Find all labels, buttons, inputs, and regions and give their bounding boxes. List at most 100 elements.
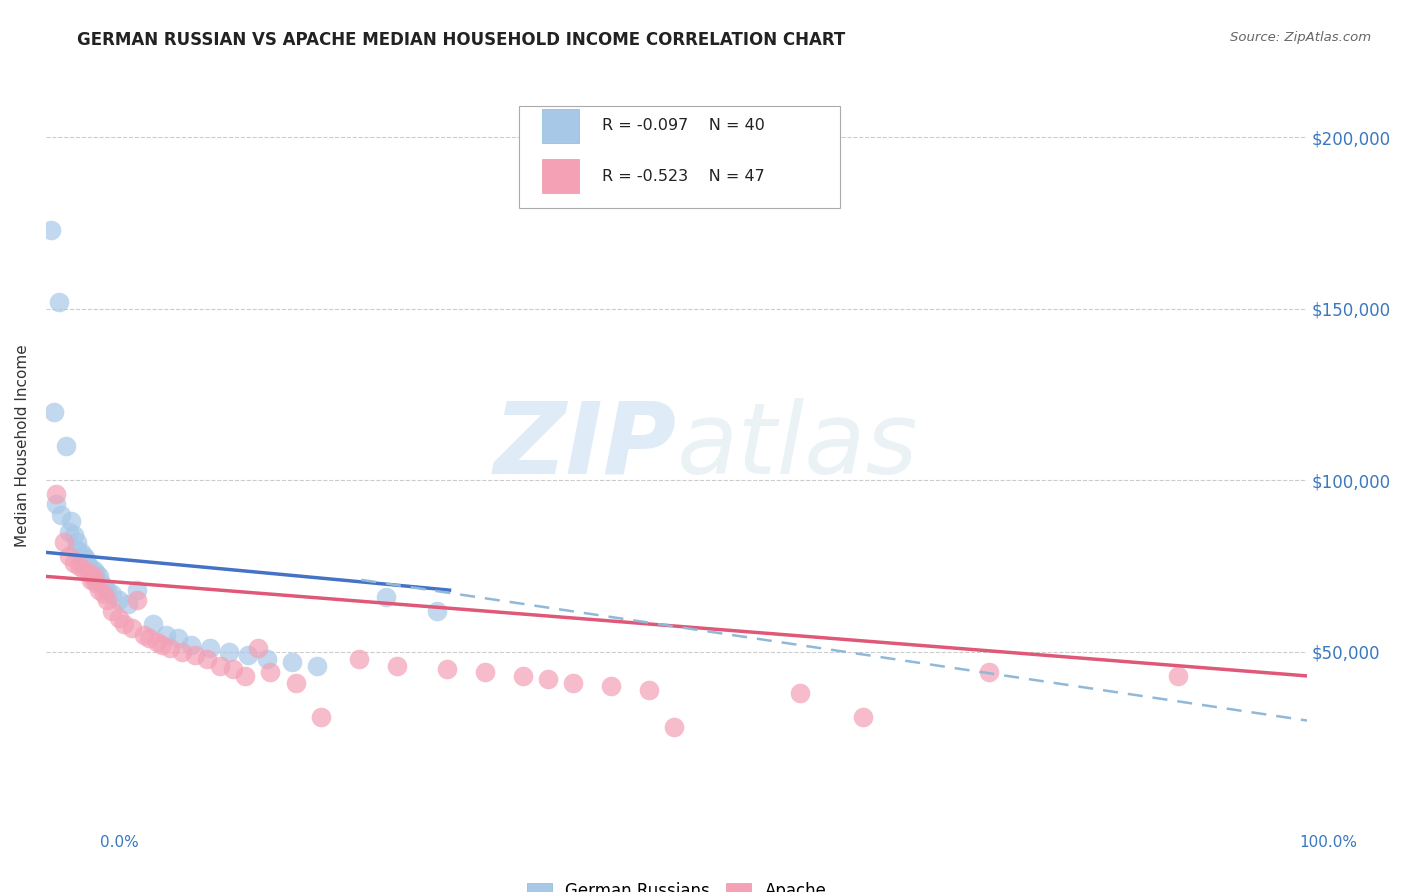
Point <box>198 641 221 656</box>
Point <box>93 580 115 594</box>
Point <box>180 638 202 652</box>
Point <box>385 658 408 673</box>
Point <box>146 634 169 648</box>
Bar <box>519 106 841 208</box>
Legend: German Russians, Apache: German Russians, Apache <box>520 875 834 892</box>
Point <box>58 524 80 539</box>
Point <box>474 665 496 680</box>
Text: ZIP: ZIP <box>494 398 676 494</box>
Point <box>100 586 122 600</box>
Point <box>87 569 110 583</box>
Point <box>221 662 243 676</box>
Point <box>80 562 103 576</box>
Point <box>73 562 96 576</box>
Point <box>375 590 398 604</box>
Point <box>512 669 534 683</box>
Point <box>259 665 281 680</box>
Point <box>1167 669 1189 683</box>
Point <box>48 294 70 309</box>
Point <box>789 686 811 700</box>
Text: atlas: atlas <box>676 398 918 494</box>
Point <box>155 628 177 642</box>
Point <box>307 658 329 673</box>
Point <box>77 559 100 574</box>
Point <box>49 508 72 522</box>
Point <box>83 562 105 576</box>
Point <box>537 673 560 687</box>
Point <box>73 549 96 563</box>
Text: 100.0%: 100.0% <box>1299 836 1358 850</box>
Point <box>600 679 623 693</box>
Point <box>197 652 219 666</box>
Point <box>256 652 278 666</box>
Point <box>39 223 62 237</box>
Text: Source: ZipAtlas.com: Source: ZipAtlas.com <box>1230 31 1371 45</box>
Point <box>134 628 156 642</box>
Point <box>662 720 685 734</box>
Point <box>852 710 875 724</box>
Point <box>347 652 370 666</box>
Point <box>108 610 131 624</box>
Point <box>80 573 103 587</box>
Point <box>60 515 83 529</box>
Point <box>159 641 181 656</box>
Point <box>284 675 307 690</box>
Point <box>93 586 115 600</box>
Point <box>236 648 259 663</box>
Point <box>83 569 105 583</box>
Point <box>281 655 304 669</box>
Point <box>62 528 84 542</box>
Point <box>309 710 332 724</box>
Point <box>90 576 112 591</box>
Point <box>87 583 110 598</box>
Text: GERMAN RUSSIAN VS APACHE MEDIAN HOUSEHOLD INCOME CORRELATION CHART: GERMAN RUSSIAN VS APACHE MEDIAN HOUSEHOL… <box>77 31 845 49</box>
Point <box>117 597 139 611</box>
Point <box>172 645 194 659</box>
Point <box>218 645 240 659</box>
Point <box>426 604 449 618</box>
Point <box>562 675 585 690</box>
Bar <box>541 159 579 193</box>
Y-axis label: Median Household Income: Median Household Income <box>15 344 30 548</box>
Point <box>167 631 190 645</box>
Point <box>83 573 105 587</box>
Point <box>208 658 231 673</box>
Point <box>142 617 165 632</box>
Point <box>52 535 75 549</box>
Point <box>637 682 659 697</box>
Point <box>55 439 77 453</box>
Point <box>70 545 93 559</box>
Point <box>86 576 108 591</box>
Point <box>125 583 148 598</box>
Point <box>62 556 84 570</box>
Point <box>45 497 67 511</box>
Point <box>58 549 80 563</box>
Point <box>86 566 108 580</box>
Point <box>77 566 100 580</box>
Point <box>100 604 122 618</box>
Point <box>67 559 90 574</box>
Point <box>66 535 89 549</box>
Point <box>108 593 131 607</box>
Point <box>42 405 65 419</box>
Point <box>112 617 135 632</box>
Bar <box>541 109 579 143</box>
Point <box>125 593 148 607</box>
Point <box>436 662 458 676</box>
Point <box>96 593 118 607</box>
Point <box>184 648 207 663</box>
Point <box>246 641 269 656</box>
Point <box>979 665 1001 680</box>
Point <box>65 541 87 556</box>
Point <box>96 583 118 598</box>
Text: R = -0.097    N = 40: R = -0.097 N = 40 <box>602 118 765 133</box>
Point <box>150 638 173 652</box>
Point <box>121 621 143 635</box>
Point <box>138 631 160 645</box>
Text: R = -0.523    N = 47: R = -0.523 N = 47 <box>602 169 765 184</box>
Point <box>45 487 67 501</box>
Point <box>75 552 97 566</box>
Point <box>233 669 256 683</box>
Point <box>70 556 93 570</box>
Text: 0.0%: 0.0% <box>100 836 139 850</box>
